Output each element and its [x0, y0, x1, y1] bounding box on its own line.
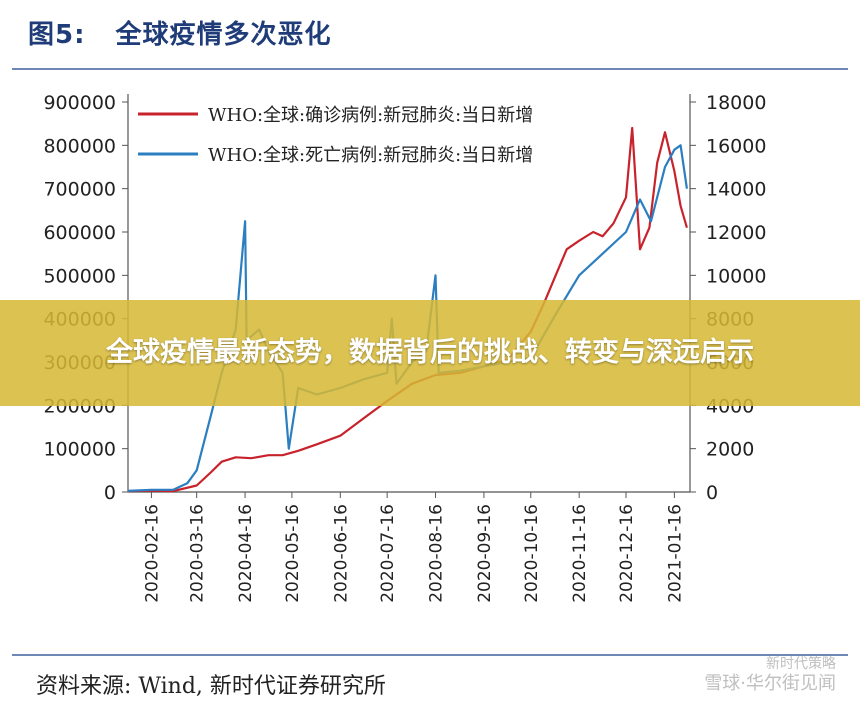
- headline-banner: 全球疫情最新态势，数据背后的挑战、转变与深远启示: [0, 300, 860, 406]
- x-tick-label: 2020-05-16: [283, 504, 303, 603]
- chart-legend: WHO:全球:确诊病例:新冠肺炎:当日新增 WHO:全球:死亡病例:新冠肺炎:当日…: [138, 105, 533, 166]
- x-tick-label: 2020-09-16: [475, 504, 495, 603]
- x-tick-label: 2020-04-16: [236, 504, 256, 603]
- y-right-tick-label: 10000: [706, 265, 766, 287]
- x-tick-label: 2020-02-16: [142, 504, 162, 603]
- figure-label: 图5:: [28, 20, 86, 50]
- x-tick-label: 2020-11-16: [570, 504, 590, 603]
- watermark-line-1: 新时代策略: [766, 656, 836, 672]
- watermark: 新时代策略 雪球·华尔街见闻: [704, 654, 836, 694]
- y-right-tick-label: 14000: [706, 179, 766, 201]
- title-divider: [12, 68, 848, 70]
- y-right-tick-label: 0: [706, 482, 718, 504]
- y-right-tick-label: 12000: [706, 222, 766, 244]
- source-divider: [12, 654, 848, 656]
- legend-label-cases: WHO:全球:确诊病例:新冠肺炎:当日新增: [208, 105, 533, 126]
- source-note: 资料来源: Wind, 新时代证券研究所: [36, 674, 386, 699]
- x-tick-label: 2020-12-16: [617, 504, 637, 603]
- x-tick-label: 2020-10-16: [522, 504, 542, 603]
- y-left-tick-label: 700000: [43, 179, 116, 201]
- y-left-tick-label: 100000: [43, 439, 116, 461]
- watermark-line-2: 雪球·华尔街见闻: [704, 673, 836, 694]
- y-left-tick-label: 500000: [43, 265, 116, 287]
- headline-text: 全球疫情最新态势，数据背后的挑战、转变与深远启示: [106, 337, 754, 368]
- line-chart: 0100000200000300000400000500000600000700…: [43, 92, 766, 603]
- y-right-tick-label: 18000: [706, 92, 766, 114]
- legend-label-deaths: WHO:全球:死亡病例:新冠肺炎:当日新增: [208, 145, 533, 166]
- y-left-tick-label: 900000: [43, 92, 116, 114]
- y-left-tick-label: 800000: [43, 135, 116, 157]
- y-left-tick-label: 0: [104, 482, 116, 504]
- figure-title-text: 全球疫情多次恶化: [115, 20, 332, 50]
- figure-title: 图5: 全球疫情多次恶化: [28, 14, 332, 51]
- x-tick-label: 2020-03-16: [188, 504, 208, 603]
- x-tick-label: 2020-06-16: [331, 504, 351, 603]
- y-right-tick-label: 2000: [706, 439, 754, 461]
- y-left-tick-label: 600000: [43, 222, 116, 244]
- x-tick-label: 2021-01-16: [665, 504, 685, 603]
- y-right-tick-label: 16000: [706, 135, 766, 157]
- x-tick-label: 2020-07-16: [378, 504, 398, 603]
- x-tick-label: 2020-08-16: [427, 504, 447, 603]
